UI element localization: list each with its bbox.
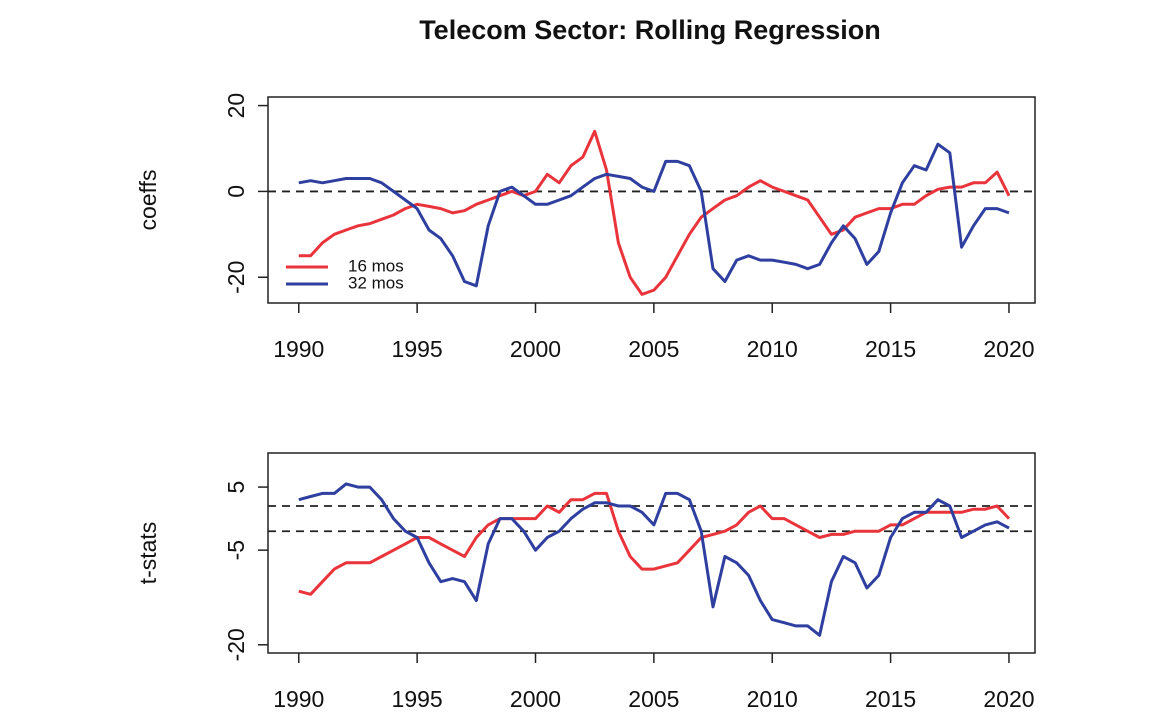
data-line: [298, 142, 1010, 288]
x-tick-label: 2005: [628, 336, 679, 362]
data-line: [298, 491, 1011, 596]
x-tick-label: 2000: [510, 686, 561, 712]
x-tick-label: 2015: [865, 336, 916, 362]
plot-frame: [267, 96, 1036, 304]
y-tick-label: -5: [223, 540, 249, 560]
x-tick-label: 2010: [747, 686, 798, 712]
x-tick-label: 1990: [273, 686, 324, 712]
x-tick-label: 2020: [983, 686, 1034, 712]
data-line: [298, 129, 1011, 296]
x-tick-label: 1990: [273, 336, 324, 362]
y-tick-label: 20: [223, 93, 249, 119]
x-tick-label: 1995: [392, 686, 443, 712]
plot-frame: [267, 452, 1036, 654]
x-tick-label: 2005: [628, 686, 679, 712]
legend-label: 32 mos: [348, 273, 404, 292]
legend-label: 16 mos: [348, 256, 404, 275]
x-tick-label: 2010: [747, 336, 798, 362]
y-tick-label: 0: [223, 185, 249, 198]
y-tick-label: 5: [223, 481, 249, 494]
data-line: [298, 482, 1010, 637]
y-axis-title: t-stats: [135, 522, 161, 585]
y-tick-label: -20: [223, 628, 249, 661]
y-axis-title: coeffs: [135, 170, 161, 231]
x-tick-label: 2000: [510, 336, 561, 362]
x-tick-label: 1995: [392, 336, 443, 362]
x-tick-label: 2015: [865, 686, 916, 712]
chart-title: Telecom Sector: Rolling Regression: [419, 15, 881, 45]
x-tick-label: 2020: [983, 336, 1034, 362]
y-tick-label: -20: [223, 261, 249, 294]
